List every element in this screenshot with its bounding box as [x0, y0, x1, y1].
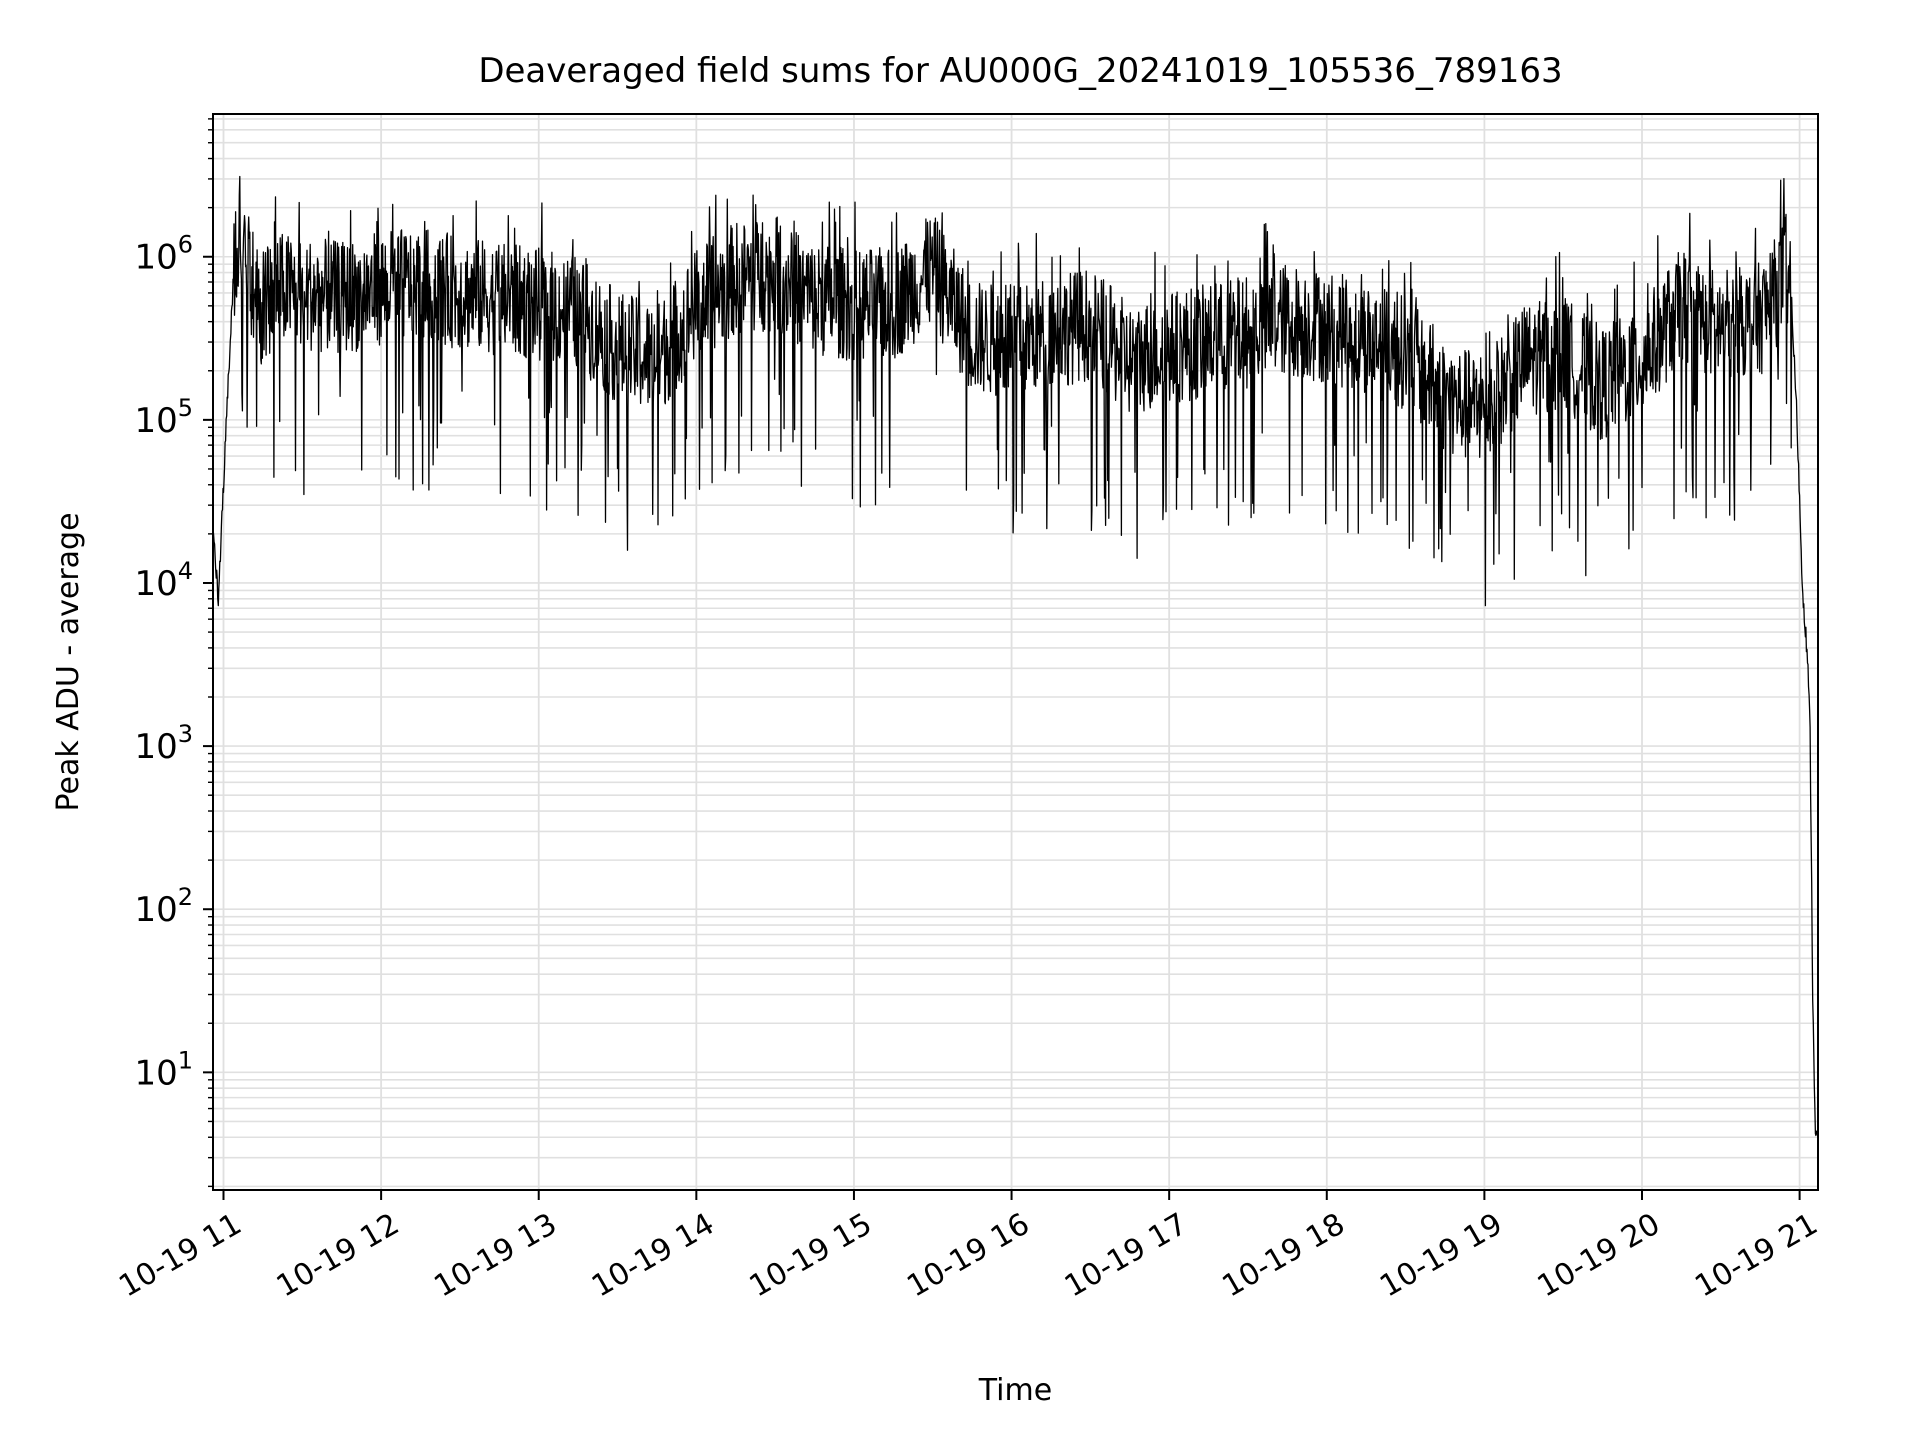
y-tick-base: 10: [134, 238, 177, 278]
y-tick-exponent: 5: [178, 394, 193, 422]
y-tick-label: 104: [134, 557, 193, 604]
y-tick-base: 10: [134, 401, 177, 441]
y-tick-exponent: 6: [178, 231, 193, 259]
y-tick-base: 10: [134, 564, 177, 604]
y-tick-label: 105: [134, 394, 193, 441]
plot-frame: [212, 113, 1819, 1191]
x-axis-label: Time: [978, 1373, 1052, 1408]
series-layer: [212, 175, 1819, 1138]
y-tick-exponent: 1: [178, 1046, 193, 1074]
y-tick-label: 102: [134, 883, 193, 930]
y-axis-label: Peak ADU - average: [51, 512, 86, 811]
y-tick-base: 10: [134, 890, 177, 930]
chart-title: Deaveraged field sums for AU000G_2024101…: [478, 51, 1562, 91]
y-tick-exponent: 2: [178, 883, 193, 911]
y-tick-exponent: 4: [178, 557, 193, 585]
y-tick-label: 103: [134, 720, 193, 767]
y-tick-base: 10: [134, 727, 177, 767]
y-tick-label: 106: [134, 231, 193, 278]
y-tick-exponent: 3: [178, 720, 193, 748]
series-line: [212, 175, 1819, 1138]
y-tick-label: 101: [134, 1046, 193, 1093]
y-tick-base: 10: [134, 1053, 177, 1093]
